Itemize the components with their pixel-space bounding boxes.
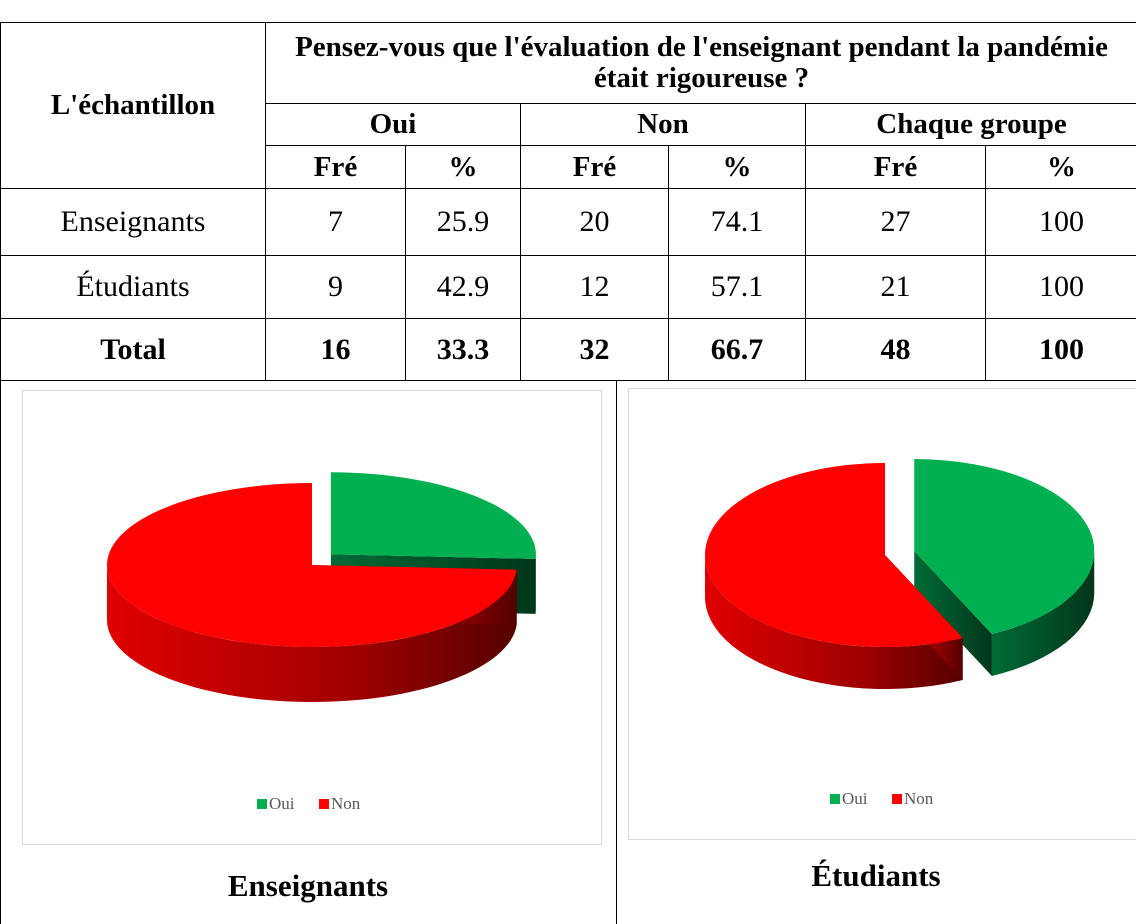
chart-title: Étudiants [811,858,941,893]
slice-wall [914,551,992,677]
slice-side [991,551,1095,677]
cell: 7 [265,188,406,256]
cell: 66.7 [668,318,806,381]
data-table: L'échantillon Pensez-vous que l'évaluati… [0,22,1136,381]
cell: 48 [805,318,986,381]
subheader-row: Fré% Fré% Fré% [1,145,1136,189]
sample-header: L'échantillon [0,22,266,189]
cell: 33.3 [405,318,521,381]
row-label: Total [0,318,266,381]
table-row: Étudiants 9 42.9 12 57.1 21 100 [0,255,1136,319]
subheader: % [668,145,806,189]
table-row: Total 16 33.3 32 66.7 48 100 [0,318,1136,381]
legend-swatch [830,794,840,804]
question-header: Pensez-vous que l'évaluation de l'enseig… [264,22,1136,104]
legend-swatch [892,794,902,804]
subheader: % [984,145,1136,189]
legend-swatch [319,799,329,809]
slice-side [107,565,517,702]
chart-frame [628,388,1136,840]
chart-cell [616,380,1136,924]
legend-label: Oui [269,794,295,813]
legend-swatch [257,799,267,809]
cell: 27 [805,188,986,256]
slice [330,472,536,559]
group-header: Non [520,103,806,146]
cell: 32 [520,318,669,381]
slice [107,483,517,647]
chart-title: Enseignants [227,868,389,903]
subheader: Fré [805,145,986,189]
chart-cell [0,380,617,924]
subheader: Fré [520,145,669,189]
cell: 12 [520,255,669,319]
chart-frame [22,390,602,845]
group-header: Chaque groupe [804,103,1136,146]
legend-label: Oui [842,789,868,808]
cell: 100 [984,318,1136,381]
legend-label: Non [904,789,934,808]
cell: 25.9 [405,188,521,256]
cell: 74.1 [668,188,806,256]
cell: 42.9 [405,255,521,319]
cell: 57.1 [668,255,806,319]
slice-side [705,555,963,689]
legend-label: Non [331,794,361,813]
slice [705,463,963,648]
cell: 20 [520,188,669,256]
row-label: Étudiants [0,255,266,319]
cell: 100 [984,188,1136,256]
subheader: Fré [265,145,406,189]
slice [914,459,1095,635]
